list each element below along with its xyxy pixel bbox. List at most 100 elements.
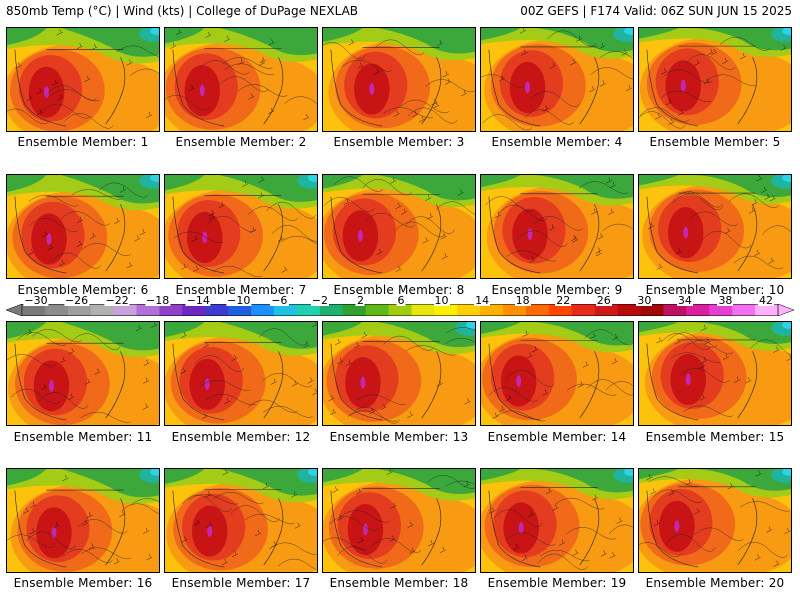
cold-region [481,469,521,481]
wind-barb [612,333,619,341]
ensemble-map-panel [6,27,160,132]
height-contour [524,109,575,125]
height-contour [337,546,388,564]
wind-barb [15,62,22,69]
wind-barb [694,59,701,66]
wind-barb [648,222,655,229]
height-contour [495,410,546,422]
wind-barb [119,186,126,193]
colorbar-tick-label: −2 [310,294,329,307]
colorbar-segment [159,304,183,316]
wind-barb [231,550,238,558]
colorbar-segment [296,304,321,316]
coastline [14,49,67,127]
height-contour [445,480,475,487]
height-contour [7,108,50,125]
colorbar-tick-label: 14 [474,294,491,307]
height-contour [7,354,56,367]
height-contour [605,381,633,391]
coldest-region [624,469,633,476]
height-contour [546,30,597,47]
wind-barb [780,44,787,51]
height-contour [237,84,288,97]
height-contour [38,392,89,409]
colorbar-segment [205,304,229,316]
wind-barb [180,263,187,270]
height-contour [200,380,250,391]
colorbar-tick-label: −26 [63,294,90,307]
wind-barb [727,483,734,490]
temperature-map [481,322,633,425]
height-contour [98,182,149,198]
coastline [263,57,284,125]
wind-barb [572,549,579,556]
wind-barb [457,189,464,196]
height-contour [374,39,425,56]
height-contour [248,399,298,413]
wind-barb [248,93,255,100]
wind-barb [59,357,67,364]
wind-barb [94,368,101,375]
height-contour [660,333,711,351]
height-contour [230,505,280,523]
colorbar-tick-label: 34 [676,294,693,307]
height-contour [129,68,159,76]
wind-barb [751,199,758,206]
wind-barb [218,201,225,208]
coastline [421,57,442,125]
colorbar-segment [548,304,573,316]
colorbar-segment [90,304,115,316]
wind-barb [82,519,89,526]
wind-barb [23,507,30,514]
height-contour [492,509,543,527]
wind-barb [270,378,277,385]
coastline [421,204,442,272]
wind-barb [393,110,400,117]
wind-barb [699,362,706,369]
temperature-map [7,322,159,425]
cold-region [377,175,475,201]
height-contour [277,558,317,571]
wind-barb [62,474,69,482]
temperature-map [639,175,791,278]
height-contour [404,216,455,234]
height-contour [219,76,269,92]
extreme-heat-spot [369,83,375,95]
wind-barb [591,208,598,215]
ensemble-member-label: Ensemble Member: 14 [487,430,627,444]
coastline [737,351,758,419]
height-contour [688,211,739,227]
wind-barb [307,377,314,384]
wind-barb [605,177,612,184]
height-contour [323,41,366,60]
ensemble-member-label: Ensemble Member: 2 [175,135,307,149]
extreme-heat-spot [516,375,522,387]
wind-barb [764,193,771,200]
wind-barb [570,59,577,66]
wind-barb [291,380,298,387]
wind-barb [498,405,505,413]
wind-barb [548,224,556,231]
temperature-map [165,28,317,131]
extreme-heat-spot [680,79,686,92]
colorbar-segment [411,304,435,316]
height-contour [587,379,633,396]
colorbar-segment [251,304,275,316]
wind-barb [694,508,701,515]
height-contour [673,193,724,211]
height-contour [355,394,406,405]
height-contour [395,221,446,238]
wind-barb [145,111,153,119]
wind-barb [258,59,265,66]
cold-region [377,469,475,494]
wind-barb [498,75,505,82]
wind-barb [355,488,362,495]
wind-barb [395,265,402,272]
extreme-heat-spot [683,226,689,239]
height-contour [280,235,317,245]
wind-barb [348,39,355,46]
cold-region [219,322,317,349]
wind-barb [188,84,195,92]
height-contour [248,206,298,222]
wind-barb [407,521,414,528]
